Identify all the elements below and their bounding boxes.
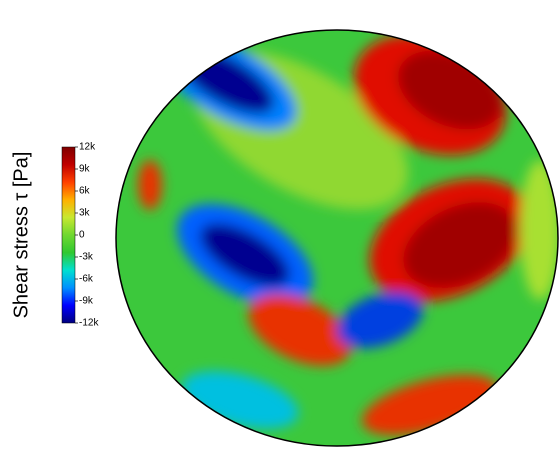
field — [116, 30, 558, 446]
colorbar-tick-label: -9k — [79, 296, 94, 307]
colorbar-tick-label: 6k — [79, 186, 91, 197]
disk-outline — [115, 29, 559, 447]
colorbar — [61, 146, 76, 324]
colorbar-tick-label: 3k — [79, 208, 91, 219]
colorbar-tick-label: 12k — [79, 142, 96, 153]
colorbar-tick-label: -12k — [79, 318, 99, 329]
colorbar-tick-label: 0 — [79, 230, 85, 241]
colorbar-tick-label: -6k — [79, 274, 94, 285]
colorbar-label: Shear stress τ [Pa] — [10, 152, 32, 319]
colorbar-tick-label: -3k — [79, 252, 94, 263]
colorbar-tick-label: 9k — [79, 164, 91, 175]
